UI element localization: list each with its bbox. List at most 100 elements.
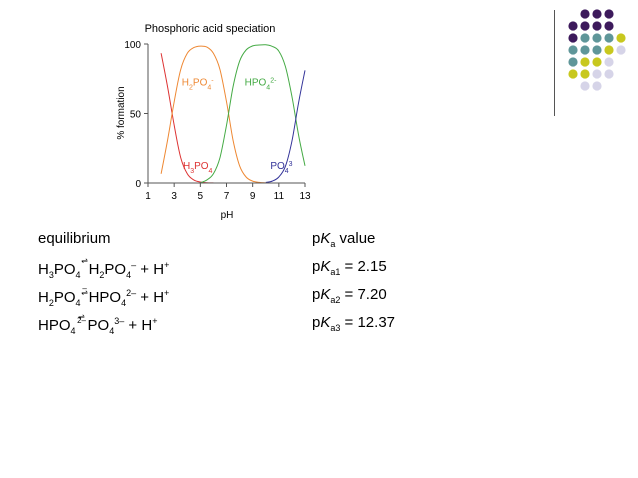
pka-heading-rest: value: [335, 230, 376, 247]
decorative-dot: [580, 81, 590, 91]
reactant-charge: 2–: [77, 316, 86, 325]
product-text: H: [88, 261, 100, 278]
reactant-text: H: [38, 261, 49, 278]
pka-heading-sub: a: [330, 239, 336, 249]
pka-heading-p: p: [312, 230, 321, 247]
product-sub: 4: [121, 298, 127, 308]
species-label-part: 4: [207, 84, 211, 91]
equilibrium-heading: equilibrium: [38, 230, 111, 247]
x-axis-label: pH: [221, 210, 234, 220]
pka-value: = 12.37: [340, 314, 396, 331]
y-tick-label: 50: [130, 110, 142, 121]
decorative-dot: [568, 33, 578, 43]
decorative-dot: [604, 45, 614, 55]
species-label-part: 4: [266, 84, 270, 91]
decor-divider: [554, 10, 555, 116]
species-label-part: H: [183, 161, 190, 172]
reactant-text: PO: [53, 261, 76, 278]
product-sub: 4: [126, 270, 132, 280]
reactant-sub: 4: [75, 298, 81, 308]
series-line-h2po4-: [160, 45, 266, 184]
arrow-glyph: ⇌: [81, 256, 88, 265]
product-sub: 2: [99, 270, 105, 280]
species-label-part: 3: [289, 161, 293, 168]
reactant-sub: 2: [48, 298, 54, 308]
product-charge: 3–: [114, 316, 125, 326]
decorative-dot: [580, 57, 590, 67]
pka-heading: pKa value: [312, 230, 376, 249]
pka-sub: a2: [330, 295, 341, 305]
pka-heading-k: K: [320, 230, 331, 247]
reactant-text: HPO: [38, 317, 71, 334]
series-line-hpo42-: [200, 44, 306, 184]
product-text: PO: [104, 261, 127, 278]
species-label: PO43: [270, 161, 292, 175]
y-tick-label: 0: [135, 179, 141, 190]
species-label-part: H: [182, 78, 189, 89]
decorative-dot: [604, 57, 614, 67]
pka-row-2: pKa2 = 7.20: [312, 286, 387, 305]
x-tick-label: 11: [274, 191, 285, 202]
equilibrium-row-3: HPO4 ⇌ 2– PO43– + H+: [38, 313, 158, 336]
equilibrium-row-1: H3PO4 ⇌ H2PO4– + H+: [38, 256, 170, 280]
product-charge: –: [131, 260, 137, 270]
y-tick-label: 100: [124, 40, 141, 51]
species-label-part: 2-: [270, 77, 277, 84]
proton-text: + H: [124, 317, 153, 334]
equilibrium-arrow-icon: ⇌ 2–: [74, 313, 90, 325]
proton-charge: +: [152, 316, 158, 326]
arrow-glyph: ⇌: [81, 288, 88, 297]
reactant-charge: –: [82, 284, 87, 293]
series-line-po43-: [265, 70, 306, 183]
table-header: equilibrium: [38, 230, 111, 248]
pka-sub: a1: [330, 267, 341, 277]
chart-title: Phosphoric acid speciation: [145, 23, 276, 35]
species-label-part: PO: [194, 161, 209, 172]
reactant-sub: 3: [48, 270, 54, 280]
pka-p: p: [312, 258, 321, 275]
proton-text: + H: [136, 289, 165, 306]
decorative-dot: [580, 9, 590, 19]
reactant-text: H: [38, 289, 49, 306]
species-label: H3PO4: [183, 161, 213, 175]
speciation-chart: Phosphoric acid speciation % formation p…: [116, 23, 311, 220]
product-text: HPO: [88, 289, 122, 306]
pka-sub: a3: [330, 323, 341, 333]
proton-text: + H: [136, 261, 165, 278]
pka-k: K: [320, 258, 331, 275]
pka-p: p: [312, 314, 321, 331]
decorative-dot: [568, 21, 578, 31]
proton-charge: +: [164, 260, 170, 270]
equilibrium-arrow-icon: ⇌: [79, 256, 91, 268]
x-tick-label: 7: [224, 191, 230, 202]
x-tick-label: 3: [171, 191, 177, 202]
product-text: PO: [87, 317, 110, 334]
pka-value: = 2.15: [340, 258, 387, 275]
species-label-part: 4: [285, 168, 289, 175]
decorative-dot: [592, 81, 602, 91]
decorative-dot: [580, 69, 590, 79]
decorative-dot: [592, 33, 602, 43]
y-axis-label: % formation: [116, 86, 127, 139]
decorative-dot: [580, 33, 590, 43]
decorative-dot-grid: [568, 9, 626, 91]
decorative-dot: [592, 45, 602, 55]
x-tick-label: 13: [299, 191, 311, 202]
reactant-sub: 4: [75, 270, 81, 280]
decorative-dot: [592, 57, 602, 67]
decorative-dot: [604, 9, 614, 19]
decorative-dot: [592, 21, 602, 31]
product-sub: 4: [109, 326, 115, 336]
species-label-part: 3: [190, 168, 194, 175]
x-tick-label: 1: [145, 191, 151, 202]
species-label-part: PO: [193, 78, 208, 89]
reactant-sub: 4: [70, 326, 76, 336]
pka-k: K: [320, 286, 331, 303]
species-label-part: 2: [189, 84, 193, 91]
decorative-dot: [568, 69, 578, 79]
x-tick-label: 9: [250, 191, 256, 202]
pka-value: = 7.20: [340, 286, 387, 303]
pka-row-3: pKa3 = 12.37: [312, 314, 396, 333]
decorative-dot: [616, 45, 626, 55]
species-label-part: PO: [270, 161, 285, 172]
